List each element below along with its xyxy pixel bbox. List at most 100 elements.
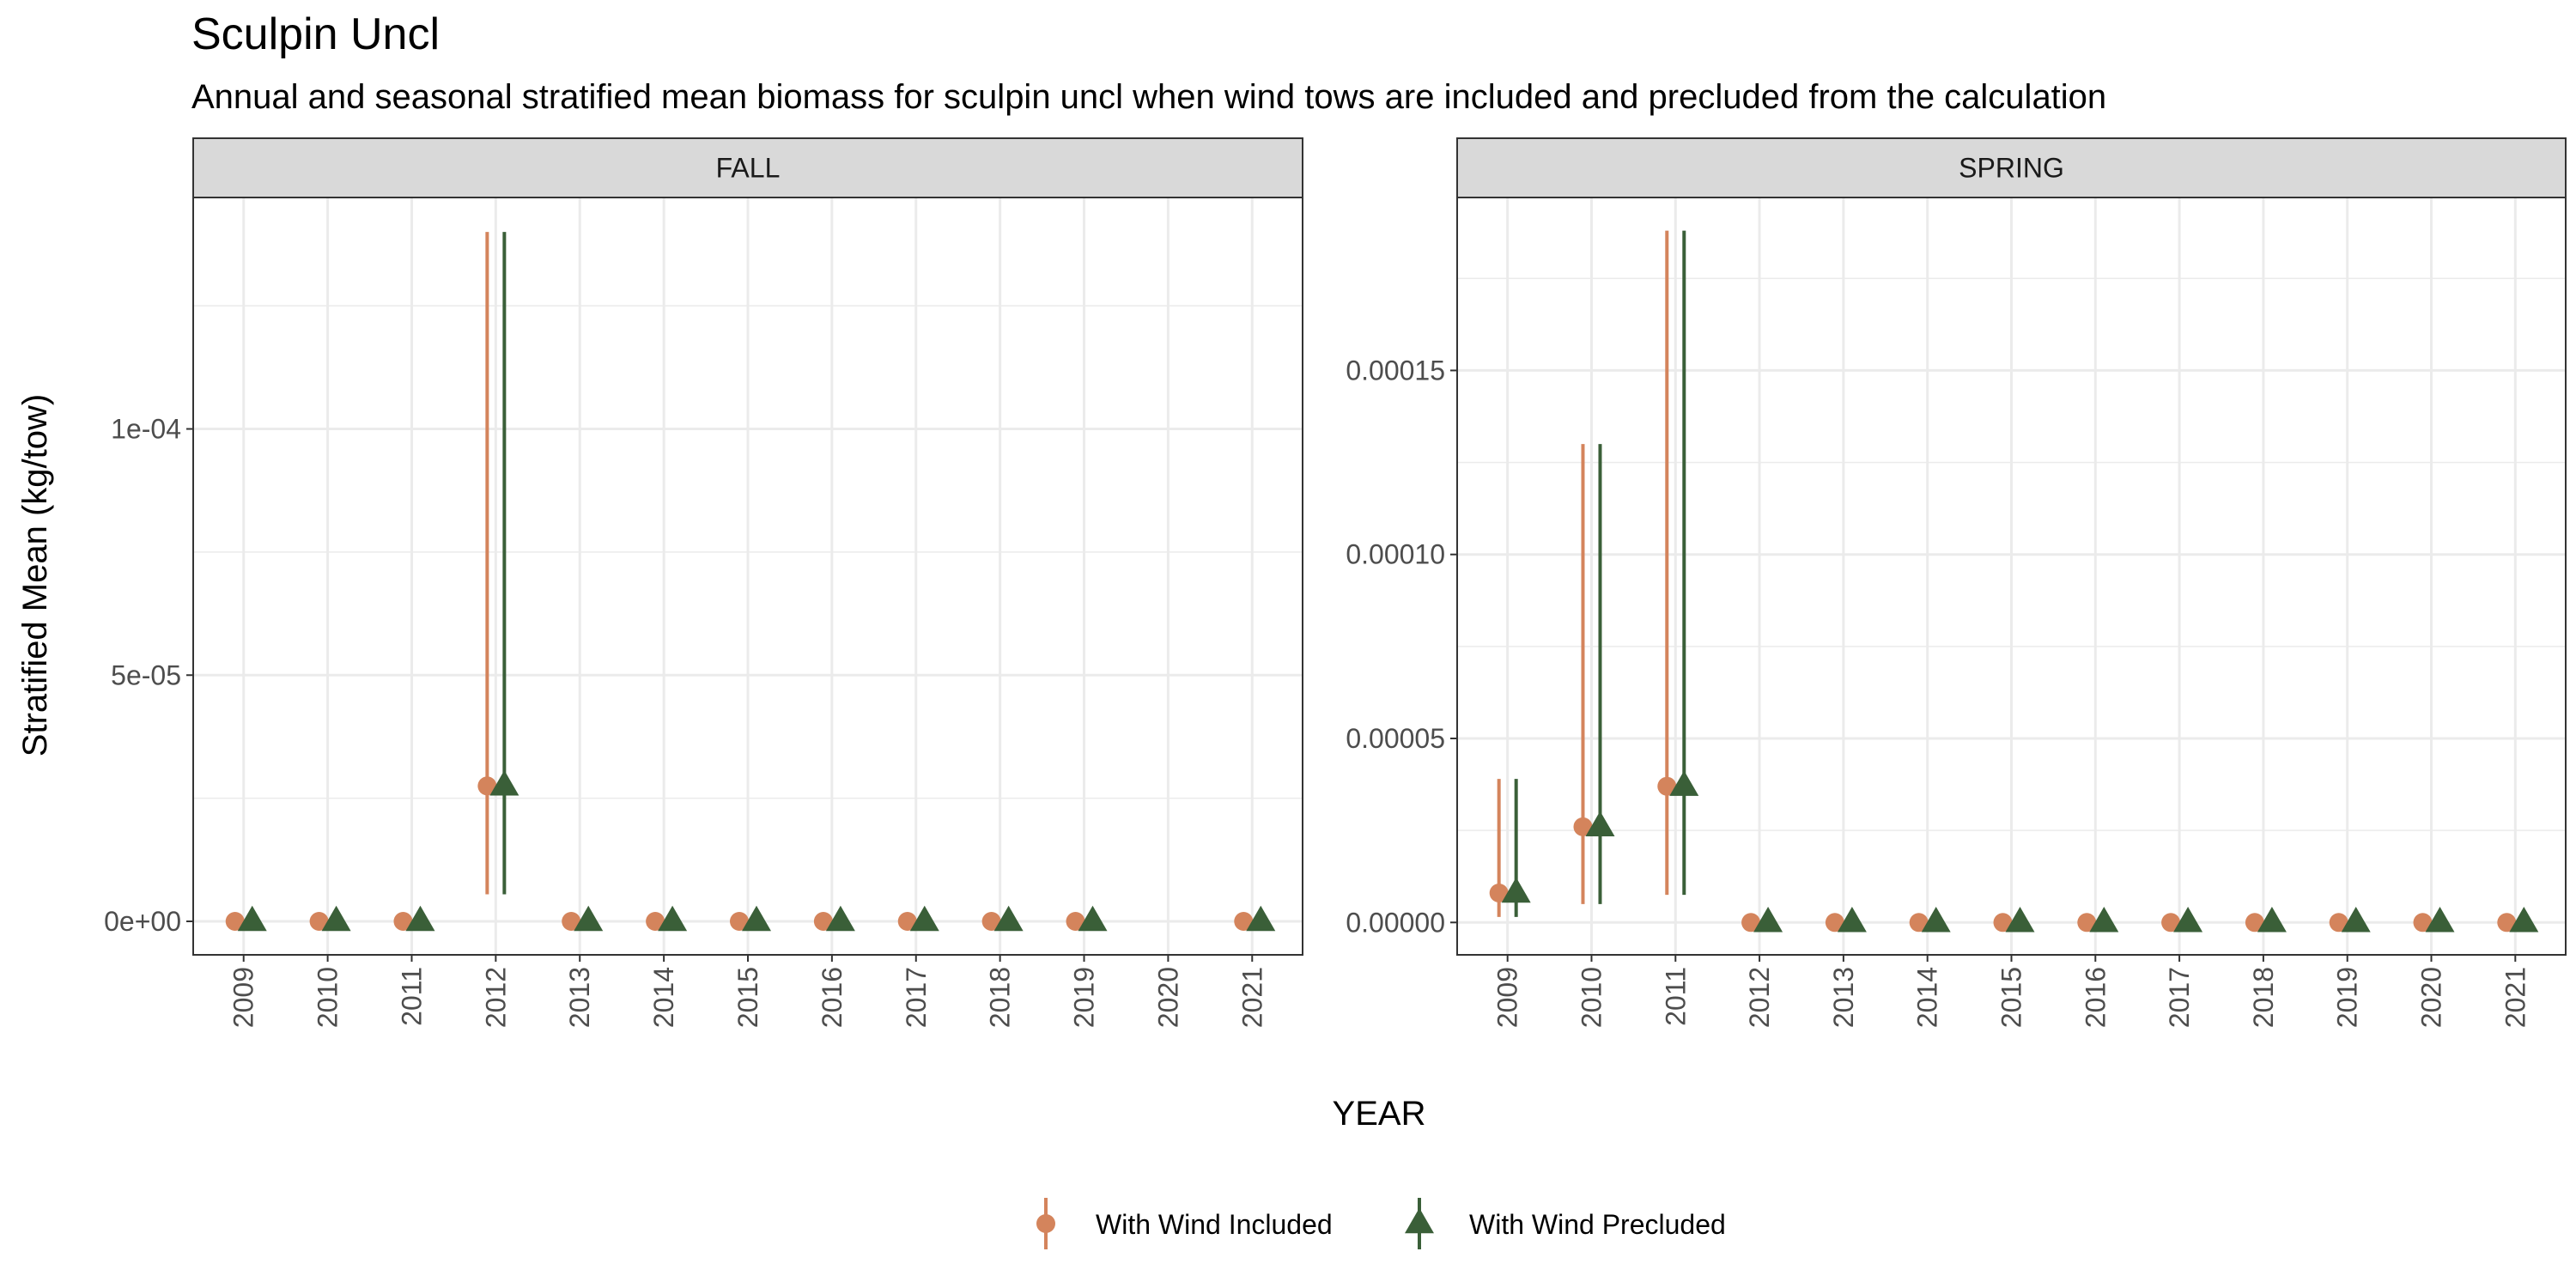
point-included (1825, 913, 1844, 933)
x-tick-label: 2012 (480, 967, 511, 1028)
point-precluded (574, 905, 604, 932)
x-tick-label: 2015 (732, 967, 763, 1028)
facet-panel-fall: 0e+00 5e-05 1e-04 2009 2010 2011 2012 2013 2014 2… (104, 137, 1303, 1028)
x-tick-label: 2011 (1660, 967, 1691, 1026)
legend-label: With Wind Included (1096, 1209, 1333, 1240)
point-precluded (489, 770, 519, 796)
point-included (1657, 776, 1677, 796)
point-included (981, 912, 1001, 932)
point-precluded (2173, 907, 2203, 933)
point-precluded (909, 905, 939, 932)
x-tick-label: 2010 (1576, 967, 1607, 1028)
point-included (477, 776, 497, 796)
point-included (2161, 913, 2181, 933)
point-included (730, 912, 749, 932)
chart-title: Sculpin Uncl (191, 9, 440, 59)
x-tick-label: 2016 (817, 967, 848, 1028)
x-tick-label: 2010 (313, 967, 343, 1028)
x-tick-label: 2011 (396, 967, 427, 1026)
point-precluded (1246, 905, 1276, 932)
facet-panels: 0e+00 5e-05 1e-04 2009 2010 2011 2012 2013 2014 2… (104, 137, 2567, 1028)
point-precluded (658, 905, 688, 932)
point-precluded (2089, 907, 2119, 933)
legend-item-included: With Wind Included (1036, 1198, 1333, 1249)
x-tick-label: 2009 (228, 967, 259, 1028)
point-precluded (2341, 907, 2371, 933)
point-precluded (237, 905, 267, 932)
point-included (1234, 912, 1254, 932)
facet-strip (192, 137, 1303, 198)
point-included (1489, 884, 1509, 902)
x-tick-label: 2020 (1152, 967, 1183, 1028)
legend: With Wind Included With Wind Precluded (1036, 1198, 1726, 1249)
point-precluded (993, 905, 1024, 932)
point-precluded (321, 905, 351, 932)
y-tick-label: 5e-05 (111, 659, 181, 690)
legend-key-circle (1036, 1214, 1055, 1233)
x-tick-label: 2015 (1996, 967, 2027, 1028)
point-included (2245, 913, 2264, 933)
point-precluded (1921, 907, 1951, 933)
x-axis-label: YEAR (1333, 1095, 1426, 1133)
x-tick-label: 2012 (1744, 967, 1775, 1028)
point-included (813, 912, 833, 932)
y-tick-label: 0.00010 (1346, 539, 1445, 570)
y-tick-label: 1e-04 (111, 414, 181, 445)
point-included (2077, 913, 2097, 933)
x-tick-label: 2013 (564, 967, 595, 1028)
x-tick-label: 2009 (1492, 967, 1523, 1028)
y-tick-label: 0e+00 (104, 906, 181, 937)
x-tick-label: 2014 (648, 967, 679, 1028)
x-tick-label: 2020 (2416, 967, 2447, 1028)
facet-strip-label: FALL (716, 153, 781, 184)
facet-strip-label: SPRING (1959, 153, 2064, 184)
point-included (2329, 913, 2348, 933)
facet-panel-spring: 0.00000 0.00005 0.00010 0.00015 2009 2010 2011… (1346, 137, 2567, 1028)
point-included (393, 912, 413, 932)
point-precluded (742, 905, 771, 932)
y-axis-label: Stratified Mean (kg/tow) (16, 394, 54, 756)
x-tick-label: 2021 (1236, 967, 1267, 1028)
x-tick-label: 2021 (2500, 967, 2530, 1028)
x-tick-label: 2016 (2080, 967, 2111, 1028)
x-tick-label: 2013 (1828, 967, 1859, 1028)
x-tick-label: 2019 (1069, 967, 1100, 1028)
point-included (562, 912, 581, 932)
point-included (309, 912, 329, 932)
point-included (646, 912, 665, 932)
x-tick-label: 2018 (2248, 967, 2279, 1028)
point-precluded (2005, 907, 2035, 933)
point-included (1573, 817, 1593, 836)
facet-strip (1456, 137, 2567, 198)
point-included (2413, 913, 2433, 933)
point-precluded (1669, 770, 1699, 796)
point-included (2497, 913, 2517, 933)
point-precluded (1501, 877, 1531, 903)
point-included (897, 912, 917, 932)
point-precluded (1753, 907, 1783, 933)
x-tick-label: 2014 (1912, 967, 1943, 1028)
chart-subtitle: Annual and seasonal stratified mean biom… (191, 78, 2106, 116)
legend-key-triangle (1405, 1207, 1434, 1234)
point-precluded (2257, 907, 2287, 933)
y-tick-label: 0.00005 (1346, 723, 1445, 754)
point-precluded (825, 905, 855, 932)
point-included (1993, 913, 2013, 933)
point-included (1741, 913, 1761, 933)
point-precluded (1837, 907, 1867, 933)
x-tick-label: 2017 (901, 967, 932, 1028)
point-precluded (1078, 905, 1108, 932)
y-tick-label: 0.00015 (1346, 355, 1445, 386)
y-tick-label: 0.00000 (1346, 907, 1445, 938)
point-precluded (405, 905, 435, 932)
x-tick-label: 2018 (985, 967, 1016, 1028)
point-precluded (2509, 907, 2539, 933)
legend-label: With Wind Precluded (1469, 1209, 1726, 1240)
x-tick-label: 2017 (2164, 967, 2195, 1028)
point-included (1909, 913, 1929, 933)
point-precluded (2425, 907, 2455, 933)
point-included (225, 912, 245, 932)
point-included (1066, 912, 1085, 932)
x-tick-label: 2019 (2332, 967, 2363, 1028)
